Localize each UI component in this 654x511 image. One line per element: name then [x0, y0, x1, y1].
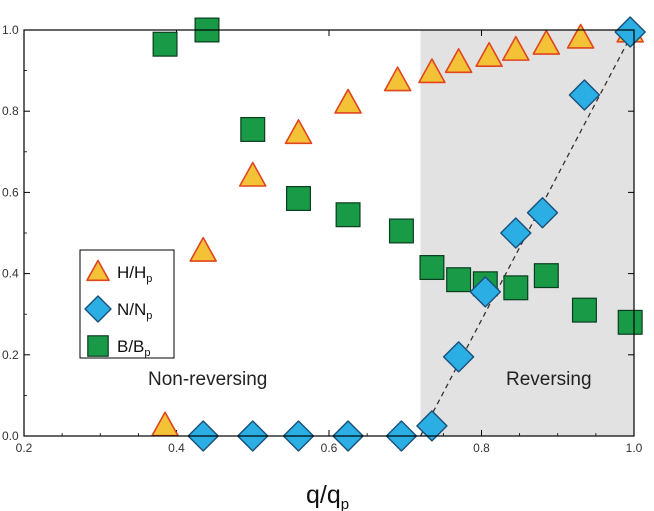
x-tick-label: 0.2 [16, 441, 33, 455]
diamond-point [500, 217, 532, 249]
triangle-point [284, 119, 313, 145]
square-point [240, 116, 266, 142]
triangle-point [444, 48, 473, 74]
legend-triangle-icon [86, 259, 110, 282]
diamond-point [526, 196, 559, 229]
square-point [617, 309, 643, 335]
plot-frame [23, 29, 635, 437]
triangle-point [189, 236, 217, 262]
triangle-point [532, 29, 561, 55]
legend-label-sub: p [144, 347, 150, 359]
x-tick-label: 0.8 [473, 441, 490, 455]
triangle-point [238, 161, 267, 187]
legend-label: B/Bp [117, 337, 151, 359]
legend-label-main: H/H [117, 263, 146, 282]
y-tick-label: 0.8 [2, 104, 19, 118]
y-tick-label: 0.4 [2, 267, 19, 281]
legend-label: H/Hp [117, 263, 152, 285]
x-tick-label: 0.6 [321, 441, 338, 455]
y-tick-label: 0.6 [2, 185, 19, 199]
square-point [152, 31, 178, 57]
square-point [446, 267, 472, 293]
region-label-non-reversing: Non-reversing [148, 369, 267, 390]
legend-label-sub: p [146, 273, 152, 285]
square-point [286, 185, 312, 211]
square-point [533, 263, 559, 289]
diamond-point [416, 410, 448, 442]
triangle-point [475, 41, 503, 68]
triangle-point [502, 35, 530, 61]
diamond-point [442, 341, 475, 373]
y-tick-label: 0.2 [2, 348, 19, 362]
legend-label-main: B/B [117, 337, 144, 356]
y-tick-label: 0.0 [2, 429, 19, 443]
legend-label-sub: p [146, 310, 152, 322]
diamond-point [568, 79, 601, 111]
square-point [571, 297, 597, 323]
square-point [503, 275, 529, 301]
y-tick-label: 1.0 [2, 23, 19, 37]
x-tick-label: 1.0 [626, 441, 643, 455]
triangle-point [566, 23, 595, 49]
legend-square-icon [87, 335, 109, 357]
diamond-point [614, 16, 646, 48]
legend-diamond-icon [84, 295, 112, 323]
triangle-point [334, 88, 362, 114]
diamond-point [469, 276, 502, 308]
square-point [388, 218, 414, 244]
x-axis-title: q/qp [306, 481, 349, 511]
x-axis-title-main: q/q [306, 481, 341, 509]
triangle-point [383, 66, 412, 92]
legend-label-main: N/N [117, 300, 146, 319]
region-label-reversing: Reversing [506, 369, 592, 390]
tick-labels: 0.2 0.4 0.6 0.8 1.00.00.20.40.60.81.0 [2, 23, 643, 455]
legend-label: N/Np [117, 300, 152, 322]
square-point [335, 202, 361, 228]
x-axis-title-sub: p [341, 496, 349, 511]
square-point [419, 255, 445, 281]
legend: H/HpN/NpB/Bp [79, 249, 175, 359]
triangle-point [418, 58, 446, 84]
x-tick-label: 0.4 [168, 441, 185, 455]
